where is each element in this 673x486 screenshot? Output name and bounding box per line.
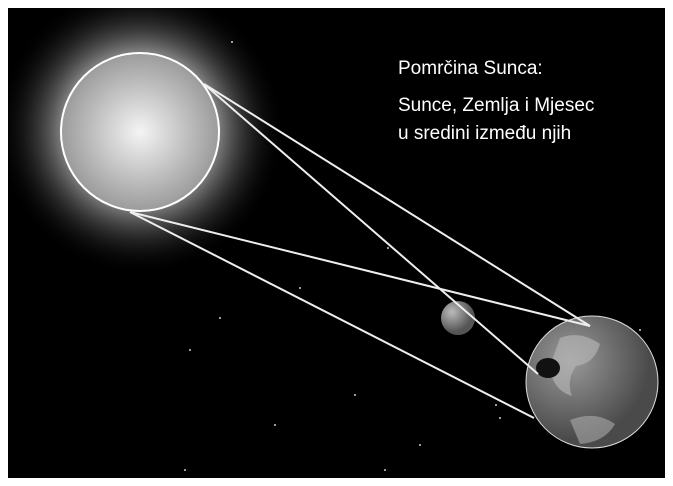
title: Pomrčina Sunca: xyxy=(398,58,543,79)
caption-line: u sredini između njih xyxy=(398,123,571,144)
eclipse-diagram: Pomrčina Sunca: Sunce, Zemlja i Mjesec u… xyxy=(0,0,673,486)
moon xyxy=(441,301,475,335)
sun xyxy=(61,53,219,211)
moon-shadow xyxy=(536,358,560,378)
caption-line: Sunce, Zemlja i Mjesec xyxy=(398,95,594,116)
